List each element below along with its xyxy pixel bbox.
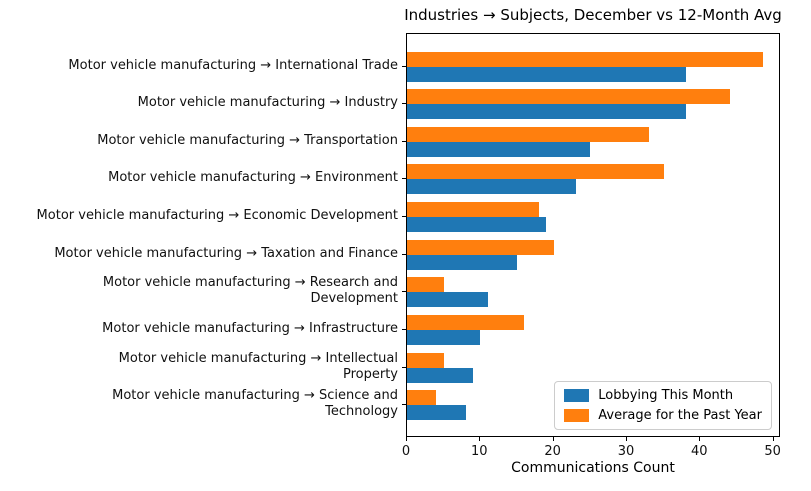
- legend-entry: Lobbying This Month: [564, 388, 762, 403]
- bar-lobbying-this-month: [407, 217, 547, 233]
- chart-title: Industries → Subjects, December vs 12-Mo…: [404, 6, 782, 24]
- bar-lobbying-this-month: [407, 141, 591, 157]
- legend: Lobbying This Month Average for the Past …: [554, 381, 772, 430]
- legend-swatch: [564, 389, 590, 402]
- bar-lobbying-this-month: [407, 104, 686, 120]
- y-tick-label: Motor vehicle manufacturing → Economic D…: [36, 208, 398, 224]
- bar-lobbying-this-month: [407, 292, 488, 308]
- y-tick-label: Motor vehicle manufacturing → Research a…: [102, 275, 398, 307]
- legend-swatch: [564, 409, 590, 422]
- bar-average-past-year: [407, 164, 664, 180]
- x-tick-mark: [406, 437, 407, 441]
- x-tick-mark: [626, 437, 627, 441]
- x-axis-label-wrap: Communications Count: [406, 460, 780, 476]
- x-axis-label: Communications Count: [511, 460, 675, 476]
- y-tick-label: Motor vehicle manufacturing → Infrastruc…: [102, 321, 398, 337]
- x-tick-label: 40: [691, 444, 708, 459]
- y-tick-mark: [402, 103, 406, 105]
- y-tick-mark: [402, 366, 406, 368]
- bar-lobbying-this-month: [407, 66, 686, 82]
- bar-lobbying-this-month: [407, 179, 576, 195]
- y-tick-mark: [402, 178, 406, 180]
- y-tick-mark: [402, 291, 406, 293]
- y-tick-label: Motor vehicle manufacturing → Transporta…: [97, 132, 398, 148]
- x-tick-mark: [479, 437, 481, 441]
- bar-average-past-year: [407, 51, 763, 67]
- legend-label: Lobbying This Month: [598, 388, 734, 403]
- bar-average-past-year: [407, 89, 730, 105]
- bar-lobbying-this-month: [407, 254, 517, 270]
- x-tick-label: 50: [764, 444, 781, 459]
- legend-label: Average for the Past Year: [598, 408, 762, 423]
- y-tick-mark: [402, 65, 406, 67]
- bar-average-past-year: [407, 315, 525, 331]
- y-tick-label: Motor vehicle manufacturing → Intellectu…: [118, 350, 398, 382]
- bar-average-past-year: [407, 277, 444, 293]
- y-tick-label: Motor vehicle manufacturing → Industry: [137, 95, 398, 111]
- y-tick-label: Motor vehicle manufacturing → Environmen…: [108, 170, 398, 186]
- bar-lobbying-this-month: [407, 405, 466, 421]
- bar-lobbying-this-month: [407, 367, 473, 383]
- x-tick-mark: [699, 437, 701, 441]
- x-tick-mark: [552, 437, 554, 441]
- legend-entry: Average for the Past Year: [564, 408, 762, 423]
- x-tick-label: 0: [401, 444, 411, 459]
- y-tick-label: Motor vehicle manufacturing → Taxation a…: [54, 245, 398, 261]
- x-tick-label: 20: [544, 444, 561, 459]
- bar-lobbying-this-month: [407, 330, 481, 346]
- bar-average-past-year: [407, 390, 437, 406]
- bar-average-past-year: [407, 126, 649, 142]
- y-tick-mark: [402, 329, 406, 331]
- bar-average-past-year: [407, 202, 539, 218]
- y-tick-mark: [402, 216, 406, 218]
- bar-average-past-year: [407, 239, 554, 255]
- y-tick-label: Motor vehicle manufacturing → Science an…: [112, 388, 398, 420]
- chart-title-wrap: Industries → Subjects, December vs 12-Mo…: [404, 6, 782, 24]
- x-tick-mark: [772, 437, 774, 441]
- y-tick-mark: [402, 404, 406, 406]
- y-tick-label: Motor vehicle manufacturing → Internatio…: [68, 57, 398, 73]
- bar-average-past-year: [407, 352, 444, 368]
- x-tick-label: 10: [471, 444, 488, 459]
- y-tick-mark: [402, 253, 406, 255]
- plot-area: Lobbying This Month Average for the Past …: [406, 33, 780, 437]
- y-tick-mark: [402, 140, 406, 142]
- x-tick-label: 30: [617, 444, 635, 459]
